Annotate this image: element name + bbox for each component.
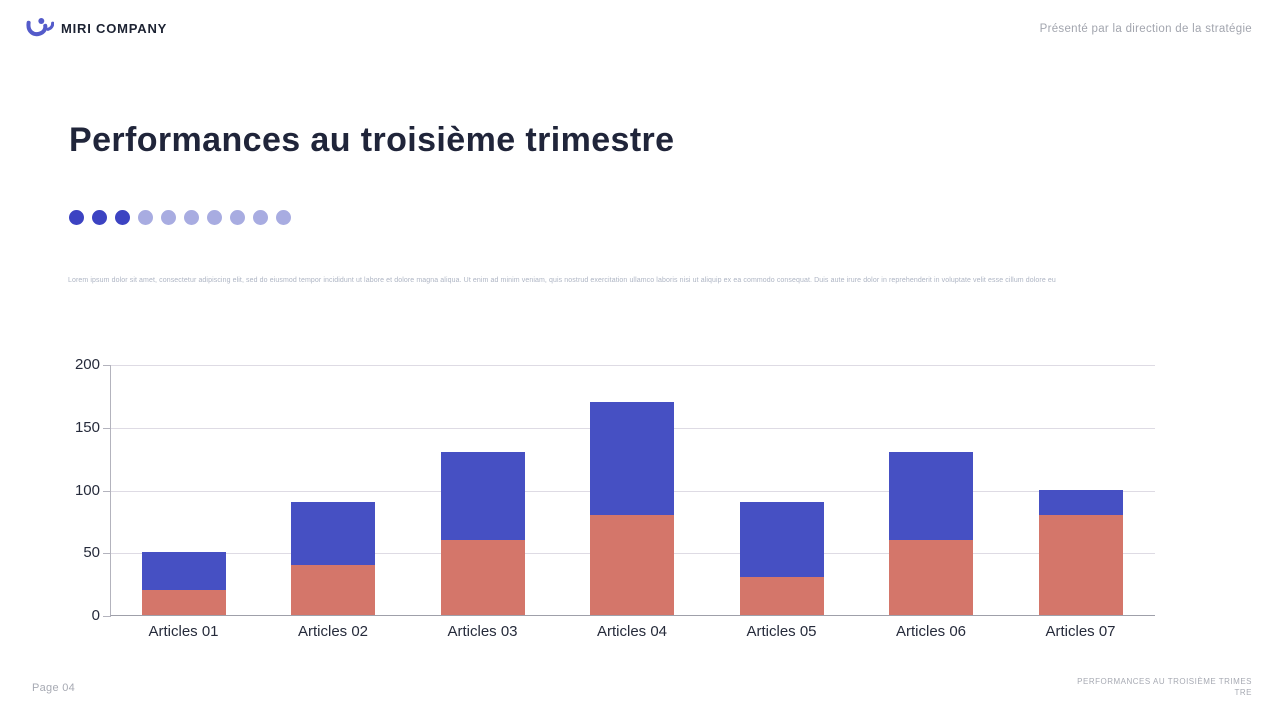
progress-dots	[69, 210, 291, 225]
y-tick-mark	[103, 365, 111, 366]
x-axis-category-label: Articles 02	[297, 623, 369, 640]
bar-segment-orange	[590, 514, 674, 615]
progress-dot-inactive	[253, 210, 268, 225]
y-tick-mark	[103, 553, 111, 555]
bar-segment-orange	[291, 564, 375, 615]
y-tick-mark	[103, 490, 111, 492]
progress-dot-inactive	[184, 210, 199, 225]
presenter-caption: Présenté par la direction de la stratégi…	[1039, 23, 1252, 35]
bar-segment-blue	[739, 502, 824, 578]
y-axis-tick-label: 200	[74, 356, 100, 373]
bar-segment-orange	[739, 577, 824, 615]
bar-chart: 0 50 100 150 200 Articles 01 Articles 02 Artic…	[0, 356, 1280, 665]
plot-area: Articles 01 Articles 02 Articles 03 Article…	[103, 364, 1155, 640]
progress-dot-inactive	[276, 210, 291, 225]
bar-segment-orange	[889, 539, 973, 615]
bar-segment-blue	[1038, 489, 1123, 515]
progress-dot-active	[69, 210, 84, 225]
bar-column	[590, 364, 674, 615]
bar-column	[1038, 364, 1123, 615]
progress-dot-inactive	[161, 210, 176, 225]
y-tick-mark	[103, 616, 111, 617]
bar-column	[889, 364, 973, 615]
bar-column	[291, 364, 375, 615]
bar-segment-blue	[291, 502, 375, 565]
bar-segment-blue	[590, 401, 674, 515]
x-axis-category-label: Articles 05	[746, 623, 817, 640]
progress-dot-active	[92, 210, 107, 225]
bar-column	[739, 364, 824, 615]
bar-segment-blue	[141, 552, 226, 590]
progress-dot-active	[115, 210, 130, 225]
bar-segment-blue	[889, 451, 973, 540]
bar-segment-orange	[141, 589, 226, 615]
y-axis-tick-label: 150	[74, 418, 100, 436]
slide-title: Performances au troisième trimestre	[69, 121, 675, 159]
x-axis-category-label: Articles 07	[1045, 623, 1116, 640]
y-tick-mark	[103, 427, 111, 429]
gridline	[111, 365, 1155, 366]
progress-dot-inactive	[230, 210, 245, 225]
bar-segment-orange	[440, 539, 525, 615]
y-axis-tick-label: 50	[83, 544, 100, 562]
logo-bird-icon	[26, 16, 54, 40]
x-axis-category-label: Articles 03	[447, 623, 518, 640]
bar-segment-blue	[440, 451, 525, 540]
page-number: Page 04	[32, 682, 76, 694]
bar-column	[440, 364, 525, 615]
x-axis-category-label: Articles 04	[596, 623, 668, 640]
bar-segment-orange	[1038, 514, 1123, 615]
y-axis-tick-label: 100	[74, 481, 100, 499]
progress-dot-inactive	[138, 210, 153, 225]
logo-text: MIRI COMPANY	[61, 20, 168, 36]
bar-column	[141, 364, 226, 615]
progress-dot-inactive	[207, 210, 222, 225]
footer-slide-title: PERFORMANCES AU TROISIÈME TRIMESTRE	[1077, 677, 1252, 697]
company-logo: MIRI COMPANY	[26, 16, 167, 40]
x-axis-category-label: Articles 01	[148, 623, 219, 640]
x-axis-category-label: Articles 06	[895, 623, 967, 640]
intro-paragraph: Lorem ipsum dolor sit amet, consectetur …	[68, 277, 1056, 284]
y-axis-tick-label: 0	[91, 607, 100, 624]
